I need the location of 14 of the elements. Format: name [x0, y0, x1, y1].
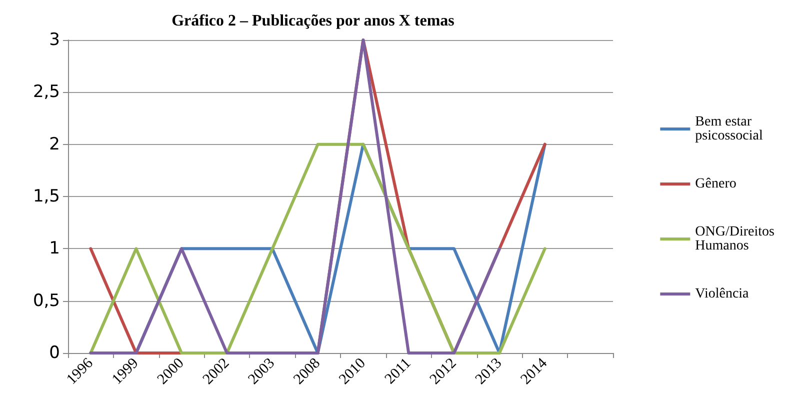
- y-tick-label: 3: [49, 30, 60, 50]
- legend-label: Violência: [695, 286, 750, 302]
- y-tick-label: 1,5: [32, 186, 60, 206]
- chart-title: Gráfico 2 – Publicações por anos X temas: [172, 12, 454, 30]
- x-tick-label: 1999: [109, 355, 142, 388]
- x-tick-label: 2011: [382, 355, 414, 388]
- legend-label: Gênero: [695, 176, 736, 192]
- legend-label: ONG/Direitos Humanos: [695, 224, 778, 254]
- legend-label: Bem estar psicossocial: [695, 114, 763, 144]
- y-tick-label: 2: [49, 134, 60, 154]
- y-tick-label: 0: [49, 343, 60, 363]
- y-tick-label: 0,5: [32, 290, 60, 311]
- y-tick-label: 1: [49, 238, 60, 259]
- y-tick-label: 2,5: [32, 82, 60, 102]
